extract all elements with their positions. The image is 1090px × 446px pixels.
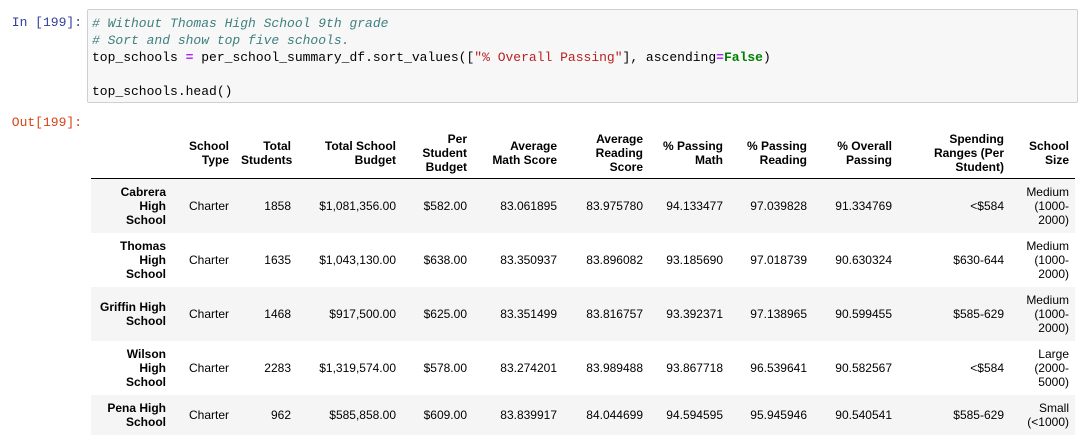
- column-header: Spending Ranges (Per Student): [898, 127, 1010, 179]
- table-cell: 83.896082: [586, 252, 643, 267]
- table-cell: $578.00: [423, 360, 467, 375]
- table-cell: $585-629: [953, 306, 1004, 321]
- table-cell: <$584: [970, 198, 1004, 213]
- column-header: Average Reading Score: [563, 127, 649, 179]
- table-cell: 95.945946: [750, 407, 807, 422]
- output-area: School Type Total Students Total School …: [91, 127, 1075, 435]
- code-comment-line: # Sort and show top five schools.: [92, 33, 350, 48]
- table-cell: $625.00: [423, 306, 467, 321]
- input-prompt: In [199]:: [11, 15, 82, 30]
- column-header: Average Math Score: [473, 127, 563, 179]
- table-cell: 96.539641: [750, 360, 807, 375]
- table-cell: 90.630324: [835, 252, 892, 267]
- table-cell: Large (2000-5000): [1034, 346, 1069, 389]
- column-header: Total School Budget: [297, 127, 402, 179]
- code-token: per_school_summary_df.sort_values([: [193, 50, 475, 65]
- table-cell: 97.138965: [750, 306, 807, 321]
- code-line: top_schools = per_school_summary_df.sort…: [92, 49, 771, 66]
- table-cell: 84.044699: [586, 407, 643, 422]
- table-cell: 83.350937: [500, 252, 557, 267]
- table-cell: 2283: [264, 360, 291, 375]
- code-token: ): [762, 50, 771, 65]
- dataframe-table: School Type Total Students Total School …: [91, 127, 1075, 435]
- table-cell: $630-644: [953, 252, 1004, 267]
- code-cell[interactable]: # Without Thomas High School 9th grade # …: [87, 9, 1078, 103]
- column-header: Total Students: [235, 127, 297, 179]
- table-cell: <$584: [970, 360, 1004, 375]
- table-cell: Medium (1000-2000): [1026, 238, 1069, 281]
- code-token: ], ascending: [622, 50, 717, 65]
- table-cell: Charter: [188, 360, 229, 375]
- table-cell: Charter: [188, 407, 229, 422]
- table-cell: $582.00: [423, 198, 467, 213]
- column-header: % Passing Reading: [729, 127, 813, 179]
- table-cell: $1,043,130.00: [319, 252, 396, 267]
- code-operator: =: [716, 50, 724, 65]
- code-string: "% Overall Passing": [474, 50, 623, 65]
- column-header: School Type: [172, 127, 235, 179]
- table-row: Pena High School Charter 962 $585,858.00…: [91, 394, 1075, 435]
- row-index: Wilson High School: [125, 346, 166, 389]
- row-index: Griffin High School: [100, 299, 166, 328]
- table-cell: 1468: [264, 306, 291, 321]
- column-header: % Overall Passing: [813, 127, 898, 179]
- table-cell: 90.540541: [835, 407, 892, 422]
- row-index: Pena High School: [107, 400, 166, 429]
- table-cell: $1,319,574.00: [319, 360, 396, 375]
- column-header: Per Student Budget: [402, 127, 473, 179]
- code-editor[interactable]: # Without Thomas High School 9th grade # …: [92, 15, 771, 100]
- table-cell: $1,081,356.00: [319, 198, 396, 213]
- table-cell: 90.582567: [835, 360, 892, 375]
- table-cell: Charter: [188, 306, 229, 321]
- table-cell: 94.133477: [666, 198, 723, 213]
- table-header-row: School Type Total Students Total School …: [91, 127, 1075, 179]
- output-prompt: Out[199]:: [11, 115, 82, 130]
- row-index: Thomas High School: [119, 238, 166, 281]
- table-cell: 93.185690: [666, 252, 723, 267]
- table-cell: 94.594595: [666, 407, 723, 422]
- row-index: Cabrera High School: [120, 184, 166, 227]
- index-header: [91, 127, 172, 179]
- column-header: % Passing Math: [649, 127, 729, 179]
- table-cell: $917,500.00: [329, 306, 396, 321]
- table-cell: 83.989488: [586, 360, 643, 375]
- table-cell: 97.039828: [750, 198, 807, 213]
- table-cell: 83.839917: [500, 407, 557, 422]
- table-cell: 83.351499: [500, 306, 557, 321]
- table-row: Thomas High School Charter 1635 $1,043,1…: [91, 233, 1075, 287]
- table-cell: 1858: [264, 198, 291, 213]
- table-cell: Small (<1000): [1027, 400, 1069, 429]
- table-row: Griffin High School Charter 1468 $917,50…: [91, 286, 1075, 341]
- table-cell: 83.975780: [586, 198, 643, 213]
- table-cell: $609.00: [423, 407, 467, 422]
- table-cell: 83.061895: [500, 198, 557, 213]
- code-token: top_schools: [92, 50, 186, 65]
- code-operator: =: [185, 50, 194, 65]
- table-cell: 93.392371: [666, 306, 723, 321]
- code-blank-line: [92, 66, 771, 83]
- table-cell: Charter: [188, 198, 229, 213]
- column-header: School Size: [1010, 127, 1075, 179]
- table-cell: 90.599455: [835, 306, 892, 321]
- table-cell: $585,858.00: [329, 407, 396, 422]
- table-cell: 93.867718: [666, 360, 723, 375]
- table-cell: $638.00: [423, 252, 467, 267]
- table-cell: 91.334769: [835, 198, 892, 213]
- table-cell: 83.274201: [500, 360, 557, 375]
- table-cell: Medium (1000-2000): [1026, 184, 1069, 227]
- table-cell: 1635: [264, 252, 291, 267]
- table-cell: Charter: [188, 252, 229, 267]
- table-row: Cabrera High School Charter 1858 $1,081,…: [91, 178, 1075, 233]
- table-cell: $585-629: [953, 407, 1004, 422]
- code-keyword: False: [723, 50, 763, 65]
- code-comment-line: # Without Thomas High School 9th grade: [92, 16, 389, 31]
- table-cell: 83.816757: [586, 306, 643, 321]
- table-cell: 97.018739: [750, 252, 807, 267]
- table-cell: 962: [270, 407, 291, 422]
- code-line: top_schools.head(): [92, 84, 233, 99]
- table-row: Wilson High School Charter 2283 $1,319,5…: [91, 341, 1075, 395]
- table-cell: Medium (1000-2000): [1026, 292, 1069, 335]
